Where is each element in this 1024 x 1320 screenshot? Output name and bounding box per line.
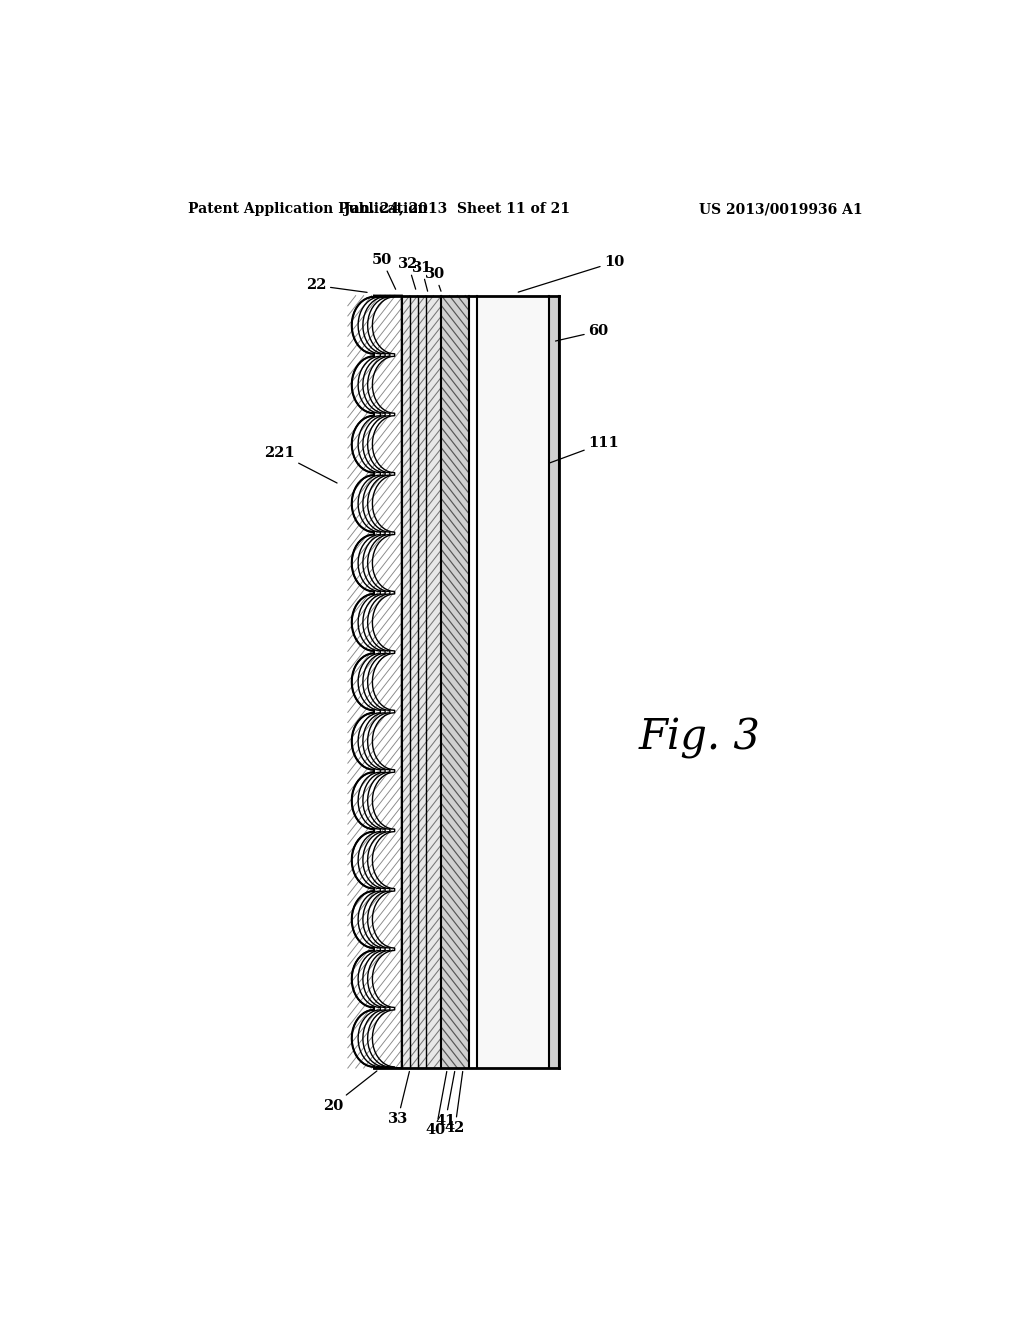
Text: 50: 50 [372, 253, 395, 289]
Text: 41: 41 [435, 1072, 456, 1127]
Text: 10: 10 [518, 255, 625, 292]
Bar [549, 296, 559, 1068]
Text: 40: 40 [426, 1072, 446, 1137]
Polygon shape [352, 296, 401, 1068]
Text: US 2013/0019936 A1: US 2013/0019936 A1 [699, 202, 863, 216]
Text: 32: 32 [398, 257, 419, 289]
Text: 30: 30 [425, 267, 445, 292]
Text: 42: 42 [444, 1072, 465, 1135]
Text: Jan. 24, 2013  Sheet 11 of 21: Jan. 24, 2013 Sheet 11 of 21 [344, 202, 570, 216]
Text: Patent Application Publication: Patent Application Publication [187, 202, 427, 216]
Text: 60: 60 [555, 325, 608, 341]
Bar [401, 296, 441, 1068]
Text: 20: 20 [323, 1071, 377, 1113]
Text: 31: 31 [412, 261, 432, 292]
Text: Fig. 3: Fig. 3 [638, 717, 761, 759]
Text: 221: 221 [264, 446, 337, 483]
Bar [441, 296, 469, 1068]
Bar [477, 296, 549, 1068]
Text: 33: 33 [388, 1072, 410, 1126]
Text: 22: 22 [306, 279, 367, 293]
Text: 111: 111 [550, 436, 620, 463]
